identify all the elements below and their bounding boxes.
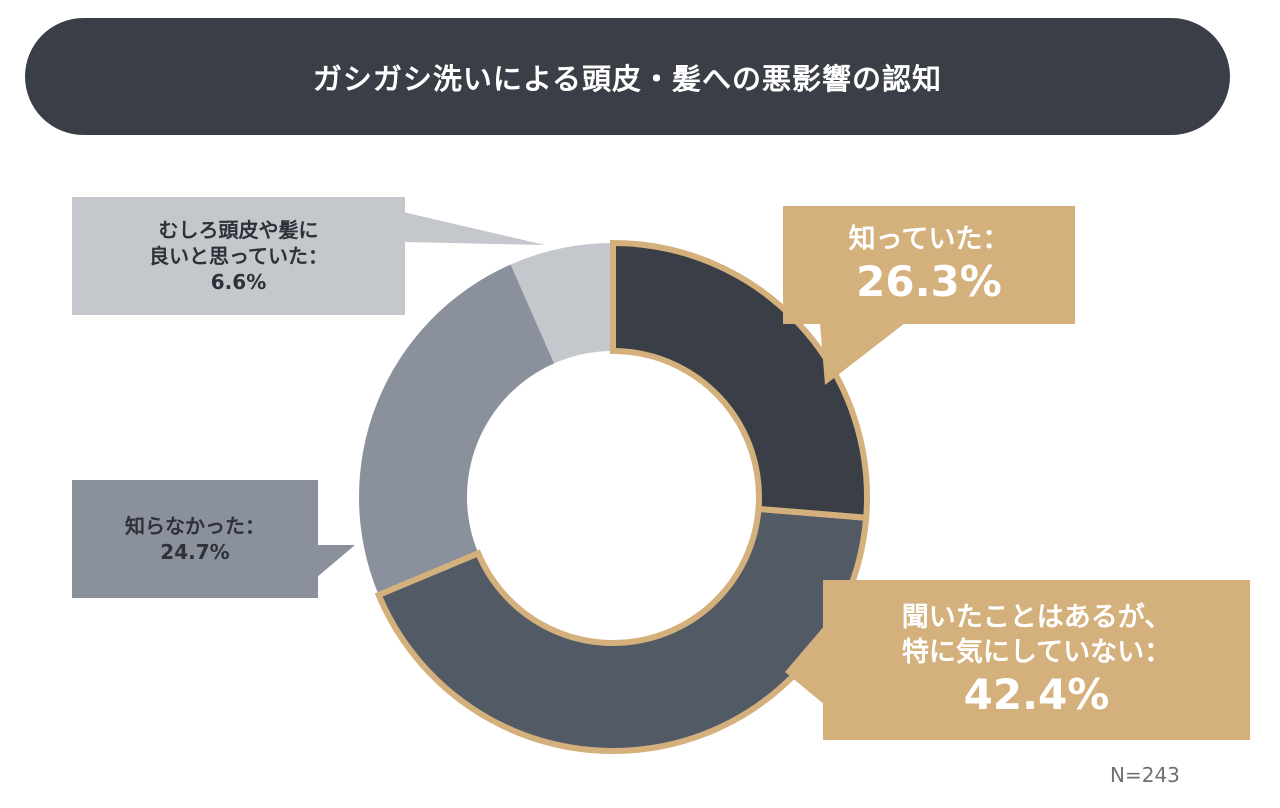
label-text: 知っていた： bbox=[848, 224, 1010, 256]
label-value: 6.6% bbox=[210, 270, 267, 294]
label-value: 42.4% bbox=[963, 669, 1110, 719]
label-heard-not-care: 聞いたことはあるが、 特に気にしていない： 42.4% bbox=[823, 580, 1250, 740]
sample-size: N=243 bbox=[1110, 763, 1180, 787]
label-text: 聞いたことはあるが、 bbox=[901, 601, 1172, 633]
label-text: 知らなかった： bbox=[125, 514, 265, 538]
label-value: 24.7% bbox=[160, 540, 230, 564]
donut-slice-outline-0 bbox=[610, 239, 870, 521]
label-text: 特に気にしていない： bbox=[901, 636, 1172, 668]
label-text: むしろ頭皮や髪に bbox=[158, 218, 319, 242]
chart-title: ガシガシ洗いによる頭皮・髪への悪影響の認知 bbox=[312, 61, 943, 96]
callout-tail-heard bbox=[785, 625, 825, 705]
label-value: 26.3% bbox=[856, 257, 1002, 307]
donut-slice-0 bbox=[613, 243, 867, 518]
donut-slice-2 bbox=[358, 264, 555, 595]
callout-tail-thought-good bbox=[403, 212, 545, 245]
donut-slice-3 bbox=[510, 243, 613, 364]
callout-tail-did-not-know bbox=[316, 545, 355, 578]
donut-slice-outline-1 bbox=[374, 505, 870, 754]
label-knew: 知っていた： 26.3% bbox=[783, 206, 1075, 324]
label-text: 良いと思っていた： bbox=[149, 244, 328, 268]
label-thought-good: むしろ頭皮や髪に 良いと思っていた： 6.6% bbox=[72, 197, 405, 315]
label-did-not-know: 知らなかった： 24.7% bbox=[72, 480, 318, 598]
title-bar: ガシガシ洗いによる頭皮・髪への悪影響の認知 bbox=[25, 18, 1230, 135]
callout-tail-knew bbox=[820, 323, 905, 385]
donut-slice-1 bbox=[378, 508, 867, 752]
